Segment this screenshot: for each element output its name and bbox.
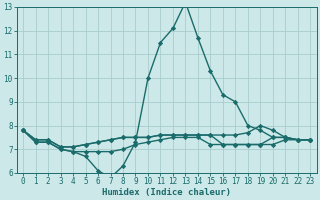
- X-axis label: Humidex (Indice chaleur): Humidex (Indice chaleur): [102, 188, 231, 197]
